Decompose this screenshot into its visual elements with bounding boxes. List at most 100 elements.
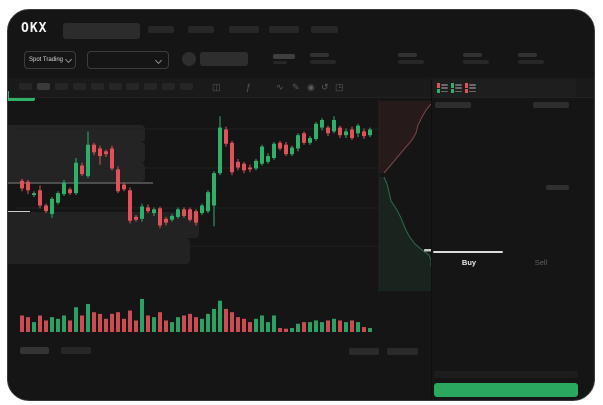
stat-label <box>310 53 329 57</box>
volume-bar <box>206 313 210 332</box>
snapshot-icon[interactable]: ◉ <box>307 82 315 92</box>
timeframe-button[interactable] <box>126 83 140 90</box>
candle-up <box>254 158 258 171</box>
candle-down <box>224 126 228 147</box>
volume-bar <box>254 318 258 332</box>
bottom-action[interactable] <box>349 348 379 355</box>
stat-label <box>518 53 537 57</box>
market-type-dropdown[interactable]: Spot Trading <box>24 51 76 69</box>
bottom-panel <box>8 238 190 264</box>
candle-down <box>338 125 342 139</box>
candle-up <box>296 133 300 152</box>
volume-bar <box>146 315 150 332</box>
chart-tools: ◫ ƒ ∿ ✎ ◉ ↺ ◳ <box>8 10 594 92</box>
volume-bar <box>356 322 360 332</box>
nav-item[interactable] <box>269 26 299 33</box>
volume-bar <box>38 315 42 332</box>
timeframe-button[interactable] <box>108 83 122 90</box>
volume-bar <box>134 320 138 332</box>
candle-down <box>188 207 192 222</box>
timeframe-button[interactable] <box>54 83 68 90</box>
bottom-section <box>8 210 594 355</box>
volume-bar <box>182 315 186 332</box>
pair-selector-dropdown[interactable] <box>87 51 169 69</box>
fullscreen-icon[interactable]: ◳ <box>335 82 344 92</box>
bottom-tab[interactable] <box>20 347 49 354</box>
nav-item[interactable] <box>188 26 214 33</box>
volume-bar <box>80 315 84 332</box>
book-bids-icon[interactable] <box>451 83 462 93</box>
slider-track[interactable] <box>8 182 153 184</box>
candle-down <box>110 145 114 171</box>
candle-down <box>182 207 186 218</box>
timeframe-button[interactable] <box>19 83 32 90</box>
volume-bar <box>116 312 120 332</box>
stat-value <box>463 60 489 64</box>
volume-bar <box>128 310 132 332</box>
volume-bar <box>368 328 372 332</box>
book-both-icon[interactable] <box>437 83 448 93</box>
volume-bar <box>362 327 366 332</box>
volume-bar <box>170 322 174 332</box>
line-tool-icon[interactable]: ∿ <box>276 82 284 92</box>
draw-icon[interactable]: ✎ <box>292 82 300 92</box>
timeframe-button[interactable] <box>72 83 86 90</box>
candle-up <box>170 214 174 222</box>
indicators-icon[interactable]: ƒ <box>246 82 252 92</box>
avatar[interactable] <box>182 52 196 66</box>
search-input[interactable] <box>63 23 140 39</box>
buy-tab-indicator <box>433 251 503 253</box>
volume-bar <box>140 299 144 332</box>
candle-up <box>74 158 78 196</box>
volume-bar <box>212 308 216 332</box>
volume-bar <box>26 317 30 332</box>
volume-bar <box>110 313 114 332</box>
okx-logo[interactable]: OKX <box>21 21 48 36</box>
nav-item[interactable] <box>148 26 174 33</box>
tab-buy[interactable]: Buy <box>461 258 477 267</box>
volume-bar <box>260 315 264 332</box>
chevron-down-icon <box>64 55 73 63</box>
nav-item[interactable] <box>229 26 259 33</box>
stat-value <box>518 60 544 64</box>
volume-bar <box>74 307 78 332</box>
bottom-panel <box>8 212 199 238</box>
depth-mid-marker <box>424 249 432 252</box>
tab-sell[interactable]: Sell <box>534 258 548 267</box>
volume-bar <box>338 320 342 332</box>
volume-bar <box>104 318 108 332</box>
candle-down <box>116 166 120 194</box>
slider-handle[interactable] <box>7 184 8 191</box>
candle-up <box>290 145 294 157</box>
bottom-tab[interactable] <box>61 347 91 354</box>
book-asks-icon[interactable] <box>465 83 476 93</box>
ob-header-price <box>435 102 471 108</box>
timeframe-button[interactable] <box>36 83 50 90</box>
stat-value <box>310 60 336 64</box>
nav-item[interactable] <box>311 26 338 33</box>
timeframe-button[interactable] <box>180 83 194 90</box>
volume-bar <box>272 315 276 332</box>
volume-bar <box>188 313 192 332</box>
candle-down <box>68 187 72 196</box>
volume-bar <box>326 320 330 332</box>
refresh-icon[interactable]: ↺ <box>321 82 329 92</box>
volume-bar <box>56 318 60 332</box>
candle-up <box>212 171 216 227</box>
candle-up <box>356 123 360 138</box>
volume-bar <box>230 312 234 332</box>
timeframe-button[interactable] <box>90 83 104 90</box>
candle-down <box>350 126 354 140</box>
header-action-button[interactable] <box>200 52 248 66</box>
candle-down <box>80 162 84 177</box>
candle-type-icon[interactable]: ◫ <box>212 82 221 92</box>
bottom-action[interactable] <box>387 348 418 355</box>
timeframe-button[interactable] <box>144 83 158 90</box>
volume-bar <box>200 318 204 332</box>
volume-bar <box>92 312 96 332</box>
buy-submit-button[interactable] <box>434 383 578 397</box>
orderbook-toolbar-strip <box>433 79 576 97</box>
timeframe-button[interactable] <box>162 83 176 90</box>
candle-down <box>38 185 42 209</box>
volume-bar <box>284 328 288 332</box>
